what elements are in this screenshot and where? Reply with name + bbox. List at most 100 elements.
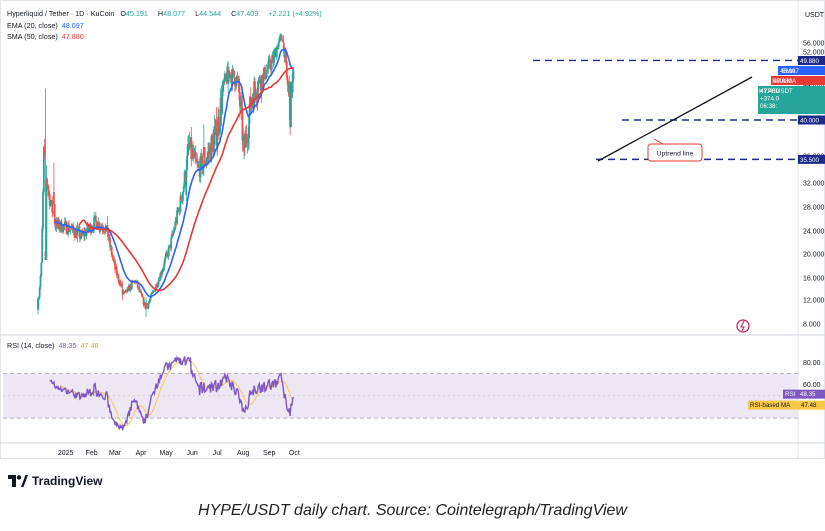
candle-body (69, 229, 72, 231)
candle-body (190, 137, 193, 159)
rsi-tag-name: RSI (785, 391, 796, 398)
time-tick: Feb (86, 450, 98, 457)
rsi-legend[interactable]: RSI (14, close) 48.35 47.48 (7, 341, 99, 350)
candle-body (269, 59, 271, 68)
ohlc-low: L44.544 (195, 9, 222, 18)
rsi-ma-tag-value: 47.48 (801, 402, 817, 409)
candle-body (285, 50, 287, 62)
candle-body (46, 178, 49, 186)
candle-body (210, 135, 213, 161)
chart-canvas[interactable]: Uptrend line USDT56.00052.00044.00036.00… (0, 0, 825, 470)
candle-body (65, 221, 68, 234)
candle-body (222, 80, 225, 92)
candle-body (213, 134, 215, 153)
candle-body (47, 185, 49, 191)
candle-body (117, 274, 120, 282)
candle-body (95, 221, 98, 230)
candle-body (174, 221, 177, 229)
candle-body (107, 228, 110, 241)
candle-body (248, 114, 251, 138)
candle-body (204, 163, 207, 165)
lower-support-price-tag-text: 35.500 (800, 157, 819, 164)
ohlc-close: C47.409 (231, 9, 259, 18)
candle-body (264, 67, 266, 79)
chart-frame: Uptrend line USDT56.00052.00044.00036.00… (0, 0, 825, 470)
candle-body (172, 230, 175, 234)
candle-body (48, 194, 51, 206)
candle-body (51, 200, 54, 213)
sma-legend[interactable]: SMA (50, close) 47.880 (7, 32, 84, 41)
candle-body (62, 224, 65, 233)
last-price-tag-name: HYPEUSDT (759, 88, 793, 95)
candle-body (265, 70, 268, 78)
candle-body (106, 225, 109, 228)
candle-body (164, 256, 167, 261)
candle-body (156, 284, 159, 288)
candle-body (237, 76, 240, 79)
time-tick: 2025 (58, 450, 74, 457)
candle-body (98, 222, 101, 230)
candle-body (199, 156, 202, 178)
candle-body (38, 287, 41, 298)
candle-body (291, 73, 294, 93)
candle-body (279, 36, 281, 39)
ema-price-tag: 48.097 (778, 66, 825, 75)
candle-body (120, 285, 123, 286)
candle-body (60, 221, 63, 232)
candle-body (238, 78, 240, 93)
candle-body (148, 300, 151, 303)
ema-legend[interactable]: EMA (20, close) 48.097 (7, 21, 84, 30)
candle-body (58, 219, 60, 230)
resistance-price-tag-bg (798, 56, 825, 65)
last-price-tag-text: 06:38: (760, 103, 777, 110)
candle-body (187, 144, 189, 156)
annotation-box (647, 143, 703, 162)
candle-body (215, 119, 218, 146)
rsi-line (49, 355, 295, 431)
candle-body (165, 252, 168, 257)
support-price-tag-text: 40.000 (800, 118, 819, 125)
candle-body (267, 60, 270, 70)
chart-header-line: Hyperliquid / Tether · 1D · KuCoin O45.1… (7, 9, 326, 18)
rsi-value-tag: RSI 48.35 (783, 389, 825, 399)
candle-body (94, 215, 97, 222)
candle-body (197, 163, 199, 166)
candle-body (70, 228, 73, 230)
lower-support-price-tag: 35.500 (798, 154, 825, 164)
uptrend-line (597, 76, 753, 162)
candle-body (104, 231, 106, 233)
candle-body (93, 217, 96, 230)
candle-body (192, 152, 195, 158)
candle-body (218, 116, 220, 131)
candle-body (240, 101, 243, 108)
candle-body (254, 81, 256, 89)
last-price-tag-text: +374.0 (760, 96, 780, 103)
candle-body (182, 186, 185, 192)
candle-body (39, 276, 42, 288)
last-price-tag-bg (758, 86, 825, 114)
candle-body (221, 91, 224, 114)
candle-body (114, 261, 116, 270)
candle-body (47, 190, 50, 195)
candle-body (68, 224, 70, 232)
candle-body (167, 247, 170, 257)
candle-body (113, 259, 116, 262)
candle-body (245, 133, 248, 141)
event-icon (736, 319, 750, 333)
candle-body (241, 107, 244, 141)
candle-body (186, 155, 189, 170)
candle-body (277, 42, 280, 50)
currency-label: USDT (805, 12, 825, 19)
tradingview-logo-icon (8, 475, 28, 487)
price-tick: 16.000 (803, 276, 825, 283)
candle-body (88, 228, 90, 231)
candle-body (58, 228, 61, 230)
candle-body (161, 271, 163, 276)
uptrend-annotation: Uptrend line (647, 138, 703, 162)
candle-body (218, 126, 221, 131)
candle-body (232, 69, 235, 71)
event-bolt-icon (740, 320, 745, 332)
candle-body (49, 202, 52, 206)
symbol-title: Hyperliquid / Tether · 1D · KuCoin (7, 9, 115, 18)
tradingview-logo: TradingView (8, 474, 102, 488)
